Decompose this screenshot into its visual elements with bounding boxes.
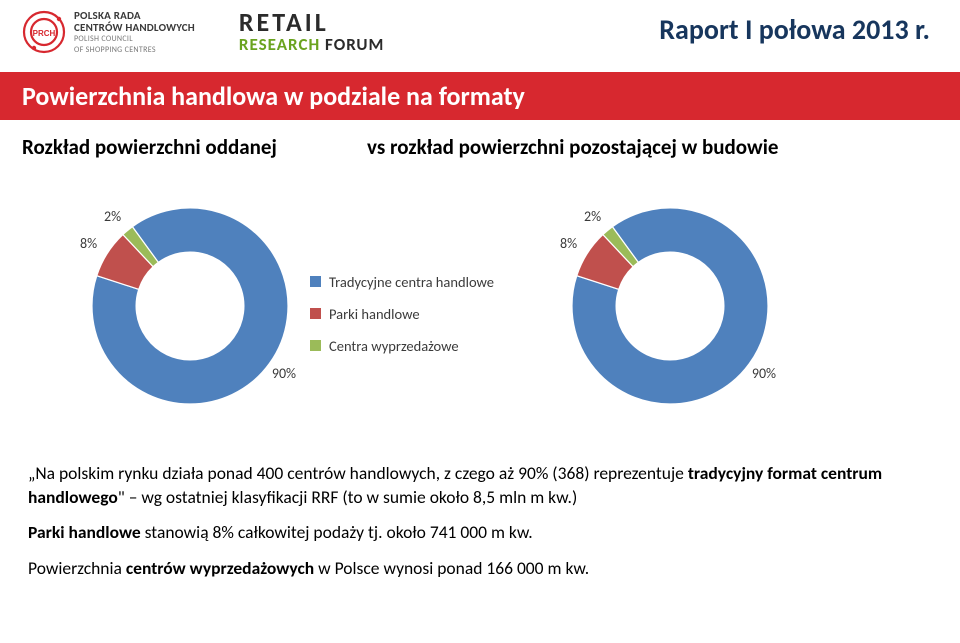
paragraph-1: „Na polskim rynku działa ponad 400 centr… xyxy=(28,462,930,509)
legend-item: Centra wyprzedażowe xyxy=(310,337,540,355)
paragraph-2: Parki handlowe stanowią 8% całkowitej po… xyxy=(28,521,930,545)
prch-logo: PRCH POLSKA RADA CENTRÓW HANDLOWYCH POLI… xyxy=(22,10,195,54)
charts-row: 90% 8% 2% Tradycyjne centra handlowe Parki … xyxy=(0,166,960,446)
prch-logo-icon: PRCH xyxy=(22,10,66,54)
donut-slice-label: 8% xyxy=(560,235,577,252)
subtitle-row: Rozkład powierzchni oddanej vs rozkład p… xyxy=(0,120,960,166)
donut-slice-label: 90% xyxy=(752,365,776,382)
rrf-line2: RESEARCH FORUM xyxy=(239,34,384,55)
prch-line2: CENTRÓW HANDLOWYCH xyxy=(74,22,195,34)
legend-label: Tradycyjne centra handlowe xyxy=(329,273,494,291)
donut-slice-label: 8% xyxy=(80,235,97,252)
section-title: Powierzchnia handlowa w podziale na form… xyxy=(22,80,525,112)
legend-item: Tradycyjne centra handlowe xyxy=(310,273,540,291)
donut-slice-label: 2% xyxy=(104,208,121,225)
rrf-research: RESEARCH xyxy=(239,34,325,55)
subtitle-left: Rozkład powierzchni oddanej xyxy=(22,134,367,160)
section-heading-bar: Powierzchnia handlowa w podziale na form… xyxy=(0,72,960,120)
svg-text:PRCH: PRCH xyxy=(33,29,56,38)
legend-label: Parki handlowe xyxy=(329,305,420,323)
prch-sub2: OF SHOPPING CENTRES xyxy=(74,46,195,54)
donut-slice-label: 90% xyxy=(272,365,296,382)
body-text: „Na polskim rynku działa ponad 400 centr… xyxy=(0,446,960,581)
donut-chart-right: 90% 8% 2% xyxy=(540,176,800,436)
legend-item: Parki handlowe xyxy=(310,305,540,323)
prch-sub1: POLISH COUNCIL xyxy=(74,35,195,43)
header: PRCH POLSKA RADA CENTRÓW HANDLOWYCH POLI… xyxy=(0,0,960,72)
paragraph-3: Powierzchnia centrów wyprzedażowych w Po… xyxy=(28,557,930,581)
prch-line1: POLSKA RADA xyxy=(74,10,195,22)
rrf-line1: RETAIL xyxy=(239,10,384,35)
legend-label: Centra wyprzedażowe xyxy=(329,337,459,355)
subtitle-right: vs rozkład powierzchni pozostającej w bu… xyxy=(367,134,938,160)
prch-logo-text: POLSKA RADA CENTRÓW HANDLOWYCH POLISH CO… xyxy=(74,10,195,54)
rrf-forum: FORUM xyxy=(325,34,384,55)
donut-slice-label: 2% xyxy=(584,208,601,225)
chart-legend: Tradycyjne centra handlowe Parki handlowe… xyxy=(310,273,540,369)
rrf-logo: RETAIL RESEARCH FORUM xyxy=(239,10,384,55)
report-title: Raport I połowa 2013 r. xyxy=(659,12,930,47)
donut-chart-left: 90% 8% 2% xyxy=(60,176,320,436)
